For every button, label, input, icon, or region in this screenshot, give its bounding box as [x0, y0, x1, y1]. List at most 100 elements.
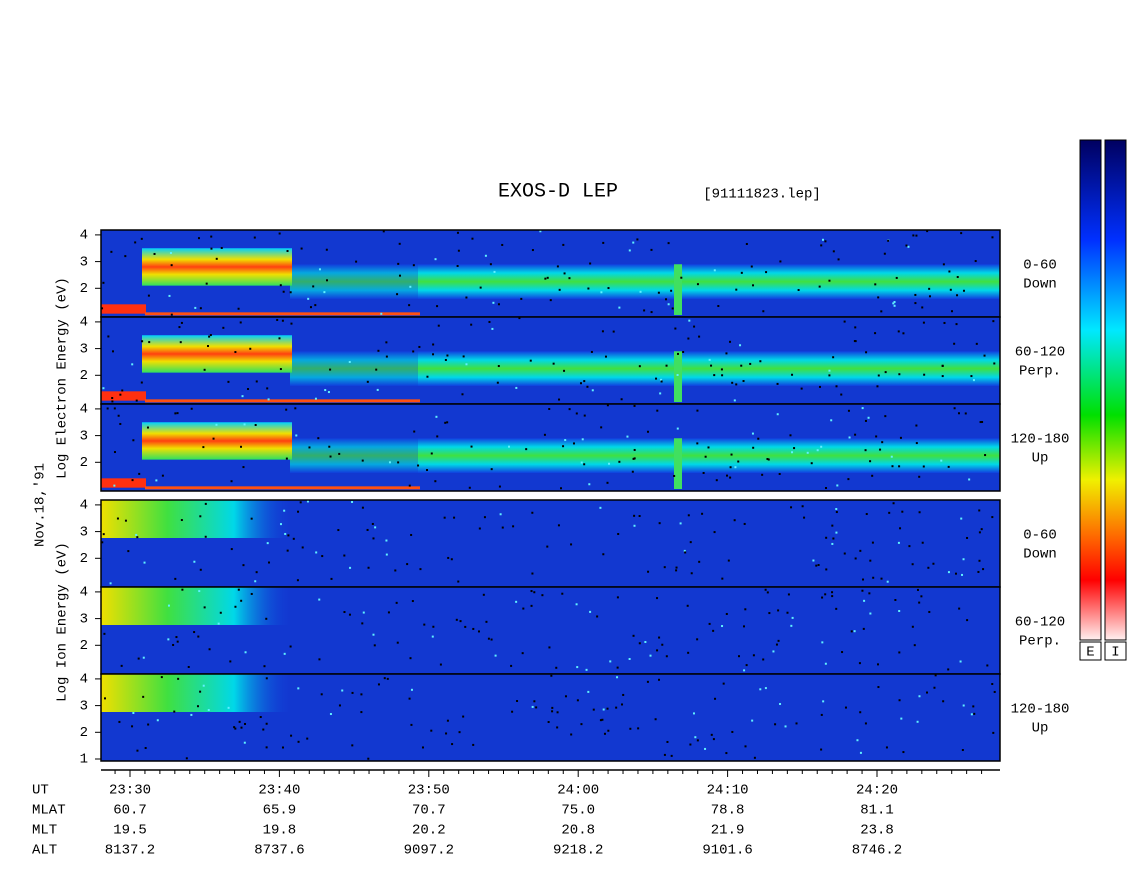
speckle — [281, 319, 284, 322]
speckle — [684, 551, 687, 554]
speckle — [658, 636, 661, 639]
speckle — [683, 549, 686, 552]
speckle — [179, 341, 182, 344]
speckle — [398, 242, 401, 245]
speckle — [144, 746, 147, 749]
speckle — [898, 373, 901, 376]
date: Nov.18,'91 — [33, 463, 49, 547]
speckle — [116, 517, 119, 520]
y-tick-label: 3 — [80, 524, 88, 540]
speckle — [666, 740, 669, 743]
speckle — [547, 721, 550, 724]
speckle — [867, 416, 870, 419]
speckle — [372, 633, 375, 636]
speckle — [205, 282, 208, 285]
speckle — [419, 568, 422, 571]
speckle — [949, 288, 952, 291]
flux-line — [145, 399, 420, 403]
speckle — [450, 558, 453, 561]
speckle — [118, 720, 121, 723]
speckle — [522, 607, 525, 610]
speckle — [581, 438, 584, 441]
speckle — [489, 263, 492, 266]
speckle — [314, 397, 317, 400]
speckle — [674, 327, 677, 330]
speckle — [515, 386, 518, 389]
speckle — [955, 323, 958, 326]
speckle — [822, 700, 825, 703]
speckle — [660, 378, 663, 381]
speckle — [282, 290, 285, 293]
speckle — [638, 365, 641, 368]
speckle — [612, 330, 615, 333]
speckle — [712, 629, 715, 632]
speckle — [966, 536, 969, 539]
speckle — [140, 237, 143, 240]
speckle — [916, 720, 919, 723]
flux-hot — [101, 500, 291, 538]
speckle — [657, 291, 660, 294]
speckle — [168, 294, 171, 297]
speckle — [395, 601, 398, 604]
speckle — [113, 484, 116, 487]
speckle — [862, 578, 865, 581]
speckle — [972, 379, 975, 382]
speckle — [602, 241, 605, 244]
direction: Perp. — [1019, 634, 1061, 650]
speckle — [360, 693, 363, 696]
speckle — [676, 373, 679, 376]
speckle — [875, 435, 878, 438]
speckle — [606, 481, 609, 484]
speckle — [397, 262, 400, 265]
speckle — [266, 542, 269, 545]
speckle — [141, 340, 144, 343]
speckle — [289, 645, 292, 648]
speckle — [837, 258, 840, 261]
speckle — [465, 296, 468, 299]
speckle — [487, 637, 490, 640]
speckle — [377, 683, 380, 686]
speckle — [766, 591, 769, 594]
speckle — [973, 712, 976, 715]
speckle — [227, 380, 230, 383]
speckle — [992, 731, 995, 734]
pitch-angle: 0-60 — [1023, 258, 1057, 274]
flux-band — [418, 438, 1000, 473]
speckle — [121, 389, 124, 392]
speckle — [897, 541, 900, 544]
speckle — [453, 516, 456, 519]
speckle — [267, 398, 270, 401]
speckle — [633, 514, 636, 517]
speckle — [687, 651, 690, 654]
direction: Up — [1032, 721, 1049, 737]
speckle — [602, 708, 605, 711]
speckle — [713, 531, 716, 534]
speckle — [255, 571, 258, 574]
speckle — [831, 524, 834, 527]
speckle — [361, 506, 364, 509]
speckle — [618, 306, 621, 309]
ephemeris-value: 8746.2 — [852, 843, 902, 859]
speckle — [751, 719, 754, 722]
ephemeris-value: 9101.6 — [702, 843, 752, 859]
speckle — [136, 749, 139, 752]
speckle — [835, 511, 838, 514]
speckle — [729, 476, 732, 479]
speckle — [712, 738, 715, 741]
speckle — [551, 710, 554, 713]
pitch-angle: 60-120 — [1015, 345, 1065, 361]
speckle — [665, 655, 668, 658]
speckle — [111, 397, 114, 400]
speckle — [284, 532, 287, 535]
speckle — [689, 743, 692, 746]
speckle — [434, 258, 437, 261]
speckle — [366, 528, 369, 531]
speckle — [140, 381, 143, 384]
speckle — [318, 598, 321, 601]
speckle — [286, 549, 289, 552]
speckle — [818, 285, 821, 288]
speckle — [803, 516, 806, 519]
speckle — [921, 541, 924, 544]
speckle — [119, 422, 122, 425]
